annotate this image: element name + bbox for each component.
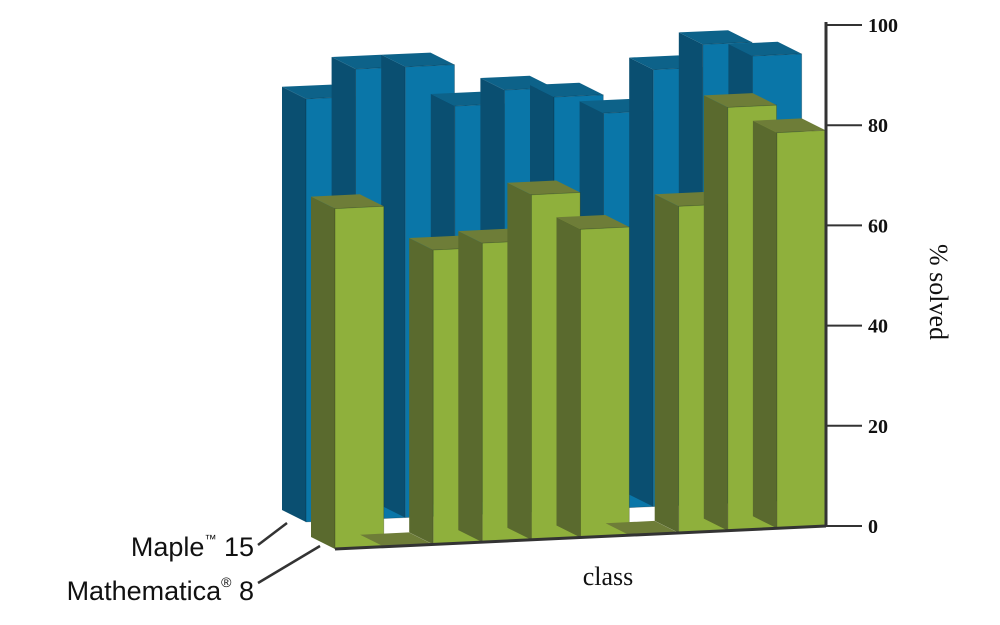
bar-top-face	[605, 520, 679, 536]
legend-label-mathematica: Mathematica® 8	[67, 574, 254, 606]
bar-top-face	[678, 30, 753, 45]
bar-side-face	[752, 120, 777, 529]
legend-leader-maple	[257, 522, 288, 546]
bar-front-face	[580, 226, 630, 538]
legend: Maple™ 15 Mathematica® 8	[67, 522, 321, 606]
bar-top-face	[311, 194, 384, 209]
bar-front-face	[776, 129, 827, 529]
bar-side-face	[381, 54, 406, 518]
bar-top-face	[703, 93, 777, 108]
y-axis-ticks: 0 20 40 60 80 100	[826, 15, 898, 538]
bar-side-face	[703, 95, 728, 531]
x-axis-line	[334, 524, 827, 551]
bar-top-face	[556, 215, 630, 230]
bar-side-face	[654, 194, 679, 533]
y-tick-label: 100	[868, 15, 898, 37]
bar-mathematica-6	[556, 215, 630, 538]
bar-front-face	[334, 205, 385, 550]
bar-top-face	[728, 41, 802, 56]
legend-label-maple: Maple™ 15	[131, 532, 254, 562]
bar-side-face	[629, 57, 654, 507]
y-tick-label: 80	[868, 115, 888, 137]
bars-layer	[282, 30, 827, 550]
axis-layer: 0 20 40 60 80 100 class % solved	[334, 15, 953, 591]
y-tick-label: 60	[868, 215, 888, 237]
y-axis-title: % solved	[924, 244, 953, 340]
bar-side-face	[409, 238, 434, 545]
bar-top-face	[530, 82, 604, 97]
bar-side-face	[458, 231, 483, 543]
y-tick-label: 40	[868, 316, 888, 338]
bar-mathematica-1	[311, 194, 385, 550]
bar-top-face	[381, 52, 455, 67]
y-tick-label: 20	[868, 416, 888, 438]
y-tick-label: 0	[868, 516, 878, 538]
bar-mathematica-10	[752, 118, 827, 529]
bar-top-face	[360, 532, 433, 547]
bar-side-face	[311, 196, 335, 549]
bar-top-face	[752, 118, 826, 133]
bar-side-face	[556, 217, 581, 538]
bar-side-face	[507, 182, 532, 540]
legend-leader-mathematica	[257, 544, 321, 585]
x-axis-title: class	[583, 562, 634, 591]
bar-side-face	[282, 86, 306, 523]
bar-top-face	[507, 180, 581, 195]
